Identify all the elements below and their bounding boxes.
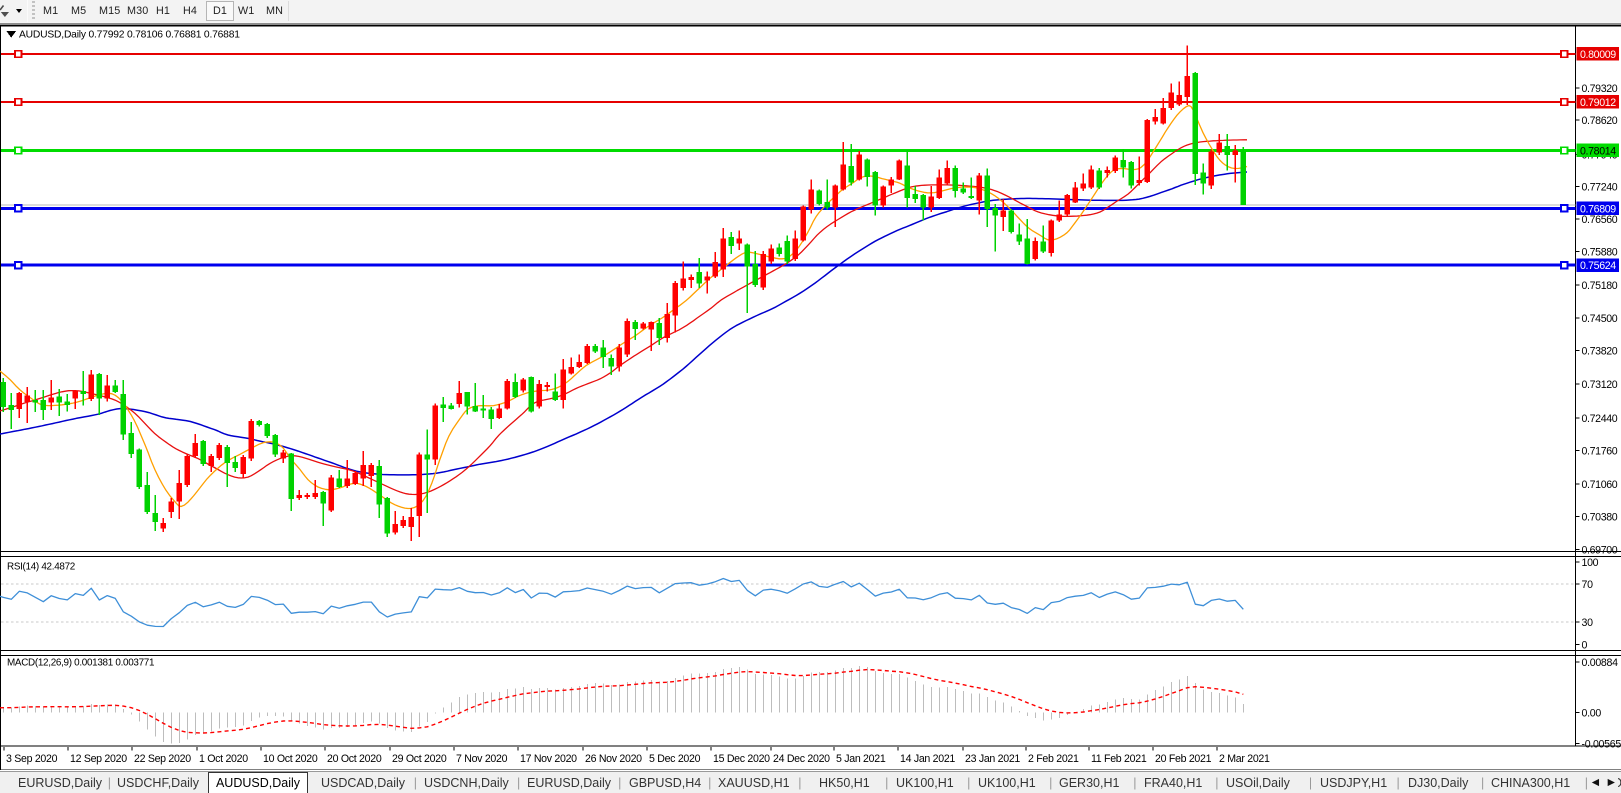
svg-text:0.69700: 0.69700 bbox=[1582, 544, 1618, 556]
svg-text:0.73120: 0.73120 bbox=[1582, 379, 1618, 391]
svg-text:0.71060: 0.71060 bbox=[1582, 479, 1618, 491]
svg-text:5 Dec 2020: 5 Dec 2020 bbox=[649, 753, 701, 765]
svg-text:0.75180: 0.75180 bbox=[1582, 280, 1618, 292]
svg-text:0.76560: 0.76560 bbox=[1582, 214, 1618, 226]
svg-text:10 Oct 2020: 10 Oct 2020 bbox=[263, 753, 318, 765]
svg-text:22 Sep 2020: 22 Sep 2020 bbox=[134, 753, 191, 765]
svg-text:3 Sep 2020: 3 Sep 2020 bbox=[6, 753, 58, 765]
svg-text:17 Nov 2020: 17 Nov 2020 bbox=[520, 753, 577, 765]
svg-text:0.79320: 0.79320 bbox=[1582, 83, 1618, 95]
svg-text:20 Feb 2021: 20 Feb 2021 bbox=[1155, 753, 1212, 765]
svg-text:AUDUSD,Daily 0.77992 0.78106: AUDUSD,Daily 0.77992 0.78106 0.76881 0.7… bbox=[19, 30, 240, 41]
svg-text:0.00884: 0.00884 bbox=[1582, 657, 1619, 669]
svg-text:20 Oct 2020: 20 Oct 2020 bbox=[327, 753, 382, 765]
svg-text:7 Nov 2020: 7 Nov 2020 bbox=[456, 753, 508, 765]
svg-text:14 Jan 2021: 14 Jan 2021 bbox=[900, 753, 955, 765]
svg-text:100: 100 bbox=[1582, 557, 1599, 569]
svg-text:12 Sep 2020: 12 Sep 2020 bbox=[70, 753, 127, 765]
svg-text:5 Jan 2021: 5 Jan 2021 bbox=[836, 753, 886, 765]
svg-text:MACD(12,26,9) 0.001381 0.00377: MACD(12,26,9) 0.001381 0.003771 bbox=[7, 658, 155, 669]
svg-text:70: 70 bbox=[1582, 579, 1594, 591]
svg-text:0.75624: 0.75624 bbox=[1580, 260, 1616, 272]
svg-text:29 Oct 2020: 29 Oct 2020 bbox=[392, 753, 447, 765]
svg-text:0.72440: 0.72440 bbox=[1582, 413, 1618, 425]
svg-text:0.80009: 0.80009 bbox=[1580, 49, 1616, 61]
svg-text:2 Feb 2021: 2 Feb 2021 bbox=[1028, 753, 1079, 765]
svg-text:0.70380: 0.70380 bbox=[1582, 512, 1618, 524]
svg-text:30: 30 bbox=[1582, 617, 1594, 629]
svg-text:0.78014: 0.78014 bbox=[1580, 146, 1616, 158]
svg-text:0.77240: 0.77240 bbox=[1582, 181, 1618, 193]
svg-text:RSI(14) 42.4872: RSI(14) 42.4872 bbox=[7, 562, 75, 573]
svg-text:15 Dec 2020: 15 Dec 2020 bbox=[713, 753, 770, 765]
svg-text:24 Dec 2020: 24 Dec 2020 bbox=[773, 753, 830, 765]
svg-text:23 Jan 2021: 23 Jan 2021 bbox=[965, 753, 1020, 765]
svg-text:26 Nov 2020: 26 Nov 2020 bbox=[585, 753, 642, 765]
svg-text:2 Mar 2021: 2 Mar 2021 bbox=[1219, 753, 1270, 765]
svg-text:0.78620: 0.78620 bbox=[1582, 115, 1618, 127]
svg-text:0.00: 0.00 bbox=[1582, 708, 1602, 720]
svg-text:0: 0 bbox=[1582, 640, 1588, 652]
svg-text:11 Feb 2021: 11 Feb 2021 bbox=[1091, 753, 1147, 765]
svg-text:0.73820: 0.73820 bbox=[1582, 345, 1618, 357]
svg-text:0.75880: 0.75880 bbox=[1582, 247, 1618, 259]
svg-text:-0.00565: -0.00565 bbox=[1582, 739, 1621, 751]
svg-text:0.74500: 0.74500 bbox=[1582, 313, 1618, 325]
svg-text:1 Oct 2020: 1 Oct 2020 bbox=[199, 753, 248, 765]
svg-text:0.76809: 0.76809 bbox=[1580, 203, 1616, 215]
svg-text:0.71760: 0.71760 bbox=[1582, 446, 1618, 458]
svg-text:0.79012: 0.79012 bbox=[1580, 97, 1616, 109]
